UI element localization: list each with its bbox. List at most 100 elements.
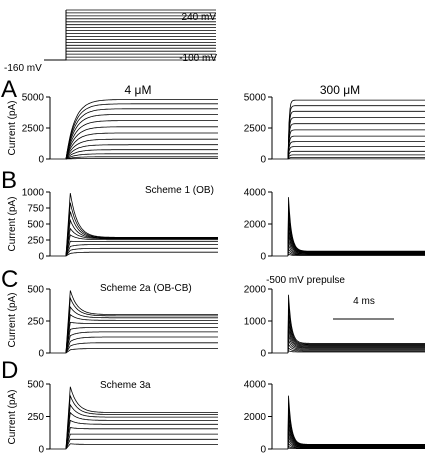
current-trace <box>65 443 218 450</box>
current-trace <box>65 290 218 354</box>
current-trace <box>287 135 425 160</box>
current-trace <box>287 253 425 257</box>
current-trace <box>287 339 425 354</box>
current-trace <box>287 302 425 354</box>
current-trace <box>65 386 218 450</box>
panel-letter-d: D <box>1 357 18 384</box>
current-trace <box>287 350 425 354</box>
y-tick-label: 2000 <box>244 220 267 231</box>
y-tick-label: 4000 <box>244 380 267 391</box>
current-trace <box>287 436 425 450</box>
y-tick-label: 2500 <box>244 124 267 135</box>
panel-c-left: 0 250 500 Scheme 2a (OB-CB) <box>27 283 218 360</box>
current-trace <box>287 154 425 160</box>
y-tick-label: 0 <box>38 155 44 166</box>
current-trace <box>65 305 218 354</box>
current-trace <box>287 294 425 354</box>
y-tick-label: 1000 <box>22 188 45 199</box>
current-trace <box>287 141 425 160</box>
current-trace <box>65 132 218 160</box>
current-trace <box>65 158 218 160</box>
current-trace <box>65 240 218 257</box>
panel-label: Scheme 1 (OB) <box>145 185 214 196</box>
current-trace <box>287 316 425 354</box>
current-trace <box>287 204 425 257</box>
current-trace <box>65 126 218 160</box>
current-trace <box>65 108 218 160</box>
current-trace <box>287 240 425 257</box>
current-trace <box>287 251 425 257</box>
current-trace <box>287 105 425 160</box>
current-trace <box>65 149 218 160</box>
current-trace <box>65 331 218 354</box>
y-tick-label: 0 <box>260 155 266 166</box>
panel-letter-c: C <box>1 266 18 293</box>
panel-a-left: 0 2500 5000 <box>22 93 218 166</box>
current-trace <box>65 296 218 354</box>
y-tick-label: 0 <box>38 445 44 454</box>
current-trace <box>287 334 425 354</box>
current-trace <box>287 244 425 257</box>
current-trace <box>65 227 218 257</box>
current-trace <box>287 129 425 160</box>
y-tick-label: 500 <box>27 220 44 231</box>
protocol-holding-line <box>44 10 67 61</box>
panel-letter-a: A <box>1 76 17 103</box>
current-trace <box>287 409 425 450</box>
current-trace <box>287 216 425 257</box>
current-trace <box>65 411 218 450</box>
protocol-bottom-label: -100 mV <box>179 53 217 64</box>
left-column-title: 4 μM <box>125 83 152 97</box>
ylabel-b: Current (pA) <box>7 196 18 251</box>
current-trace <box>287 402 425 450</box>
prepulse-annotation: -500 mV prepulse <box>266 275 345 286</box>
current-trace <box>65 348 218 354</box>
y-tick-label: 500 <box>27 380 44 391</box>
y-tick-label: 0 <box>260 445 266 454</box>
current-trace <box>65 419 218 450</box>
protocol-top-label: 240 mV <box>182 12 217 23</box>
current-trace <box>65 247 218 257</box>
current-trace <box>287 442 425 450</box>
current-trace <box>65 156 218 160</box>
y-tick-label: 1000 <box>244 317 267 328</box>
current-trace <box>65 394 218 450</box>
current-trace <box>287 347 425 354</box>
current-trace <box>287 447 425 450</box>
current-trace <box>287 415 425 450</box>
current-trace <box>287 99 425 160</box>
current-trace <box>65 138 218 160</box>
y-tick-label: 0 <box>38 349 44 360</box>
panel-b-left: 0 250 500 750 1000 Scheme 1 (OB) <box>22 185 218 263</box>
y-tick-label: 0 <box>260 252 266 263</box>
current-trace <box>287 342 425 354</box>
panel-d-left: 0 250 500 Scheme 3a <box>27 380 218 454</box>
ylabel-d: Current (pA) <box>7 389 18 444</box>
current-trace <box>65 336 218 354</box>
panel-a-right: 0 2500 5000 <box>244 93 425 166</box>
panel-label: Scheme 2a (OB-CB) <box>100 283 192 294</box>
current-trace <box>287 309 425 354</box>
current-trace <box>65 403 218 450</box>
current-trace <box>65 314 218 354</box>
current-trace <box>287 197 425 257</box>
voltage-protocol: -160 mV 240 mV -100 mV <box>4 9 217 74</box>
y-tick-label: 2000 <box>244 412 267 423</box>
right-column-title: 300 μM <box>320 83 360 97</box>
current-trace <box>65 321 218 354</box>
time-scalebar: 4 ms <box>333 296 394 320</box>
panel-letter-b: B <box>1 167 17 194</box>
current-trace <box>287 117 425 160</box>
current-trace <box>287 150 425 160</box>
current-trace <box>65 99 218 160</box>
ylabel-c: Current (pA) <box>7 292 18 347</box>
ylabel-a: Current (pA) <box>7 100 18 155</box>
current-trace <box>287 329 425 354</box>
panel-b-right: 0 2000 4000 <box>244 188 425 263</box>
current-trace <box>65 427 218 450</box>
current-trace <box>65 193 218 257</box>
y-tick-label: 750 <box>27 204 44 215</box>
current-trace <box>65 114 218 160</box>
